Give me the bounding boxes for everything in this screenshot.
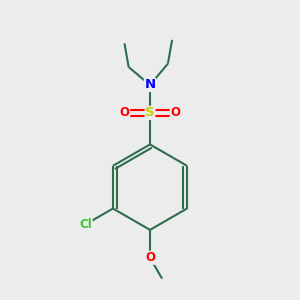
Text: O: O xyxy=(170,106,180,119)
Text: N: N xyxy=(144,79,156,92)
Text: O: O xyxy=(145,251,155,264)
Text: O: O xyxy=(120,106,130,119)
Text: S: S xyxy=(145,106,155,119)
Text: Cl: Cl xyxy=(79,218,92,231)
